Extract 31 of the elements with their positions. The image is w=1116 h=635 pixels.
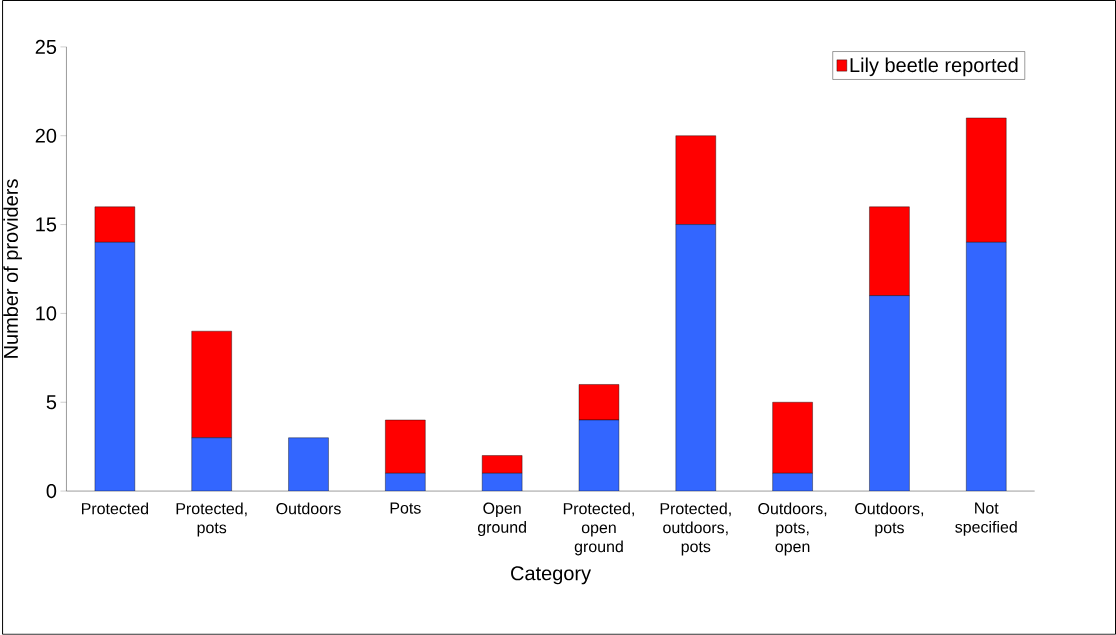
bar (772, 402, 813, 474)
bar (966, 242, 1007, 492)
legend-label: Lily beetle reported (850, 57, 1018, 77)
y-axis-title: Number of providers (3, 179, 22, 358)
x-axis-title: Category (511, 566, 592, 585)
x-tick-label: Protected, open ground (563, 502, 634, 556)
y-tick-label: 15 (36, 217, 57, 232)
x-tick-label: Outdoors, pots (855, 502, 924, 537)
x-tick-label: Protected, outdoors, pots (660, 502, 731, 556)
y-tick-label: 20 (35, 128, 57, 143)
bar (191, 437, 232, 492)
x-tick-label: Outdoors (276, 502, 341, 515)
x-tick-label: Protected (81, 502, 149, 515)
bar (191, 331, 232, 439)
x-tick-label: Protected, pots (176, 502, 247, 537)
bar (481, 455, 523, 474)
x-tick-label: Outdoors, pots, open (758, 502, 827, 556)
y-tick-label: 10 (36, 306, 57, 321)
y-tick-label: 5 (46, 395, 57, 410)
bar (578, 384, 620, 421)
bar (675, 224, 716, 492)
bar (385, 419, 426, 474)
bar (579, 420, 619, 492)
bar (869, 295, 910, 492)
bar (288, 437, 329, 492)
x-tick-label: Open ground (477, 502, 526, 537)
y-tick-label: 0 (46, 484, 57, 499)
x-tick-label: Not specified (955, 502, 1017, 536)
x-tick-label: Pots (390, 502, 421, 514)
bar (94, 242, 135, 492)
y-tick-label: 25 (35, 39, 57, 55)
